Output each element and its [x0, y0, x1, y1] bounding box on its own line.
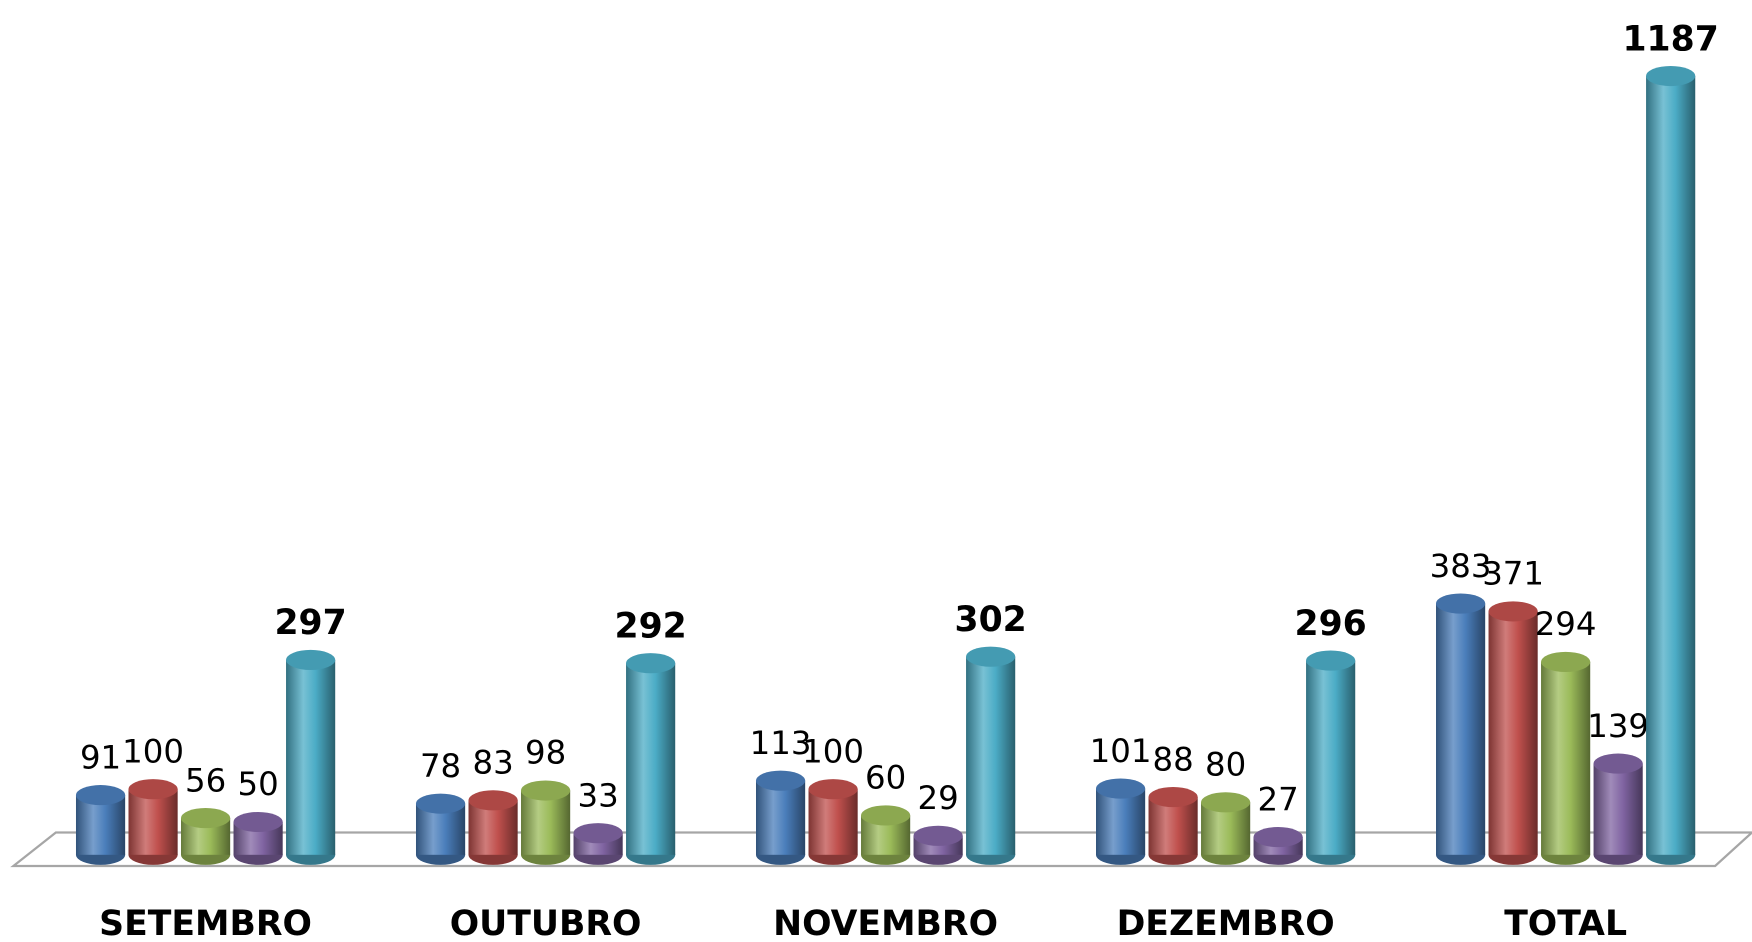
bar-top	[1306, 650, 1356, 671]
data-label: 56	[185, 761, 226, 799]
bar-top	[1253, 827, 1303, 848]
bar-top	[1646, 65, 1696, 87]
data-label: 98	[525, 734, 566, 772]
bar	[1646, 76, 1696, 855]
bar-top	[1096, 778, 1146, 799]
bar-top	[1436, 593, 1486, 614]
bar	[1593, 763, 1643, 855]
data-label: 1187	[1622, 19, 1718, 59]
bar	[626, 663, 676, 855]
bar-top	[233, 811, 283, 833]
bar	[1306, 660, 1356, 855]
data-label: 139	[1587, 707, 1649, 745]
bar-top	[626, 653, 676, 674]
bar-top	[755, 770, 806, 791]
bar	[286, 659, 336, 855]
bar-top	[415, 793, 466, 814]
data-label: 60	[865, 759, 906, 797]
bar-top	[573, 823, 623, 844]
data-label: 33	[578, 776, 619, 814]
data-label: 88	[1152, 740, 1193, 778]
bar-top	[913, 825, 963, 846]
bar-top	[861, 805, 911, 826]
bar	[128, 789, 178, 855]
data-label: 100	[802, 732, 864, 770]
x-tick-label: NOVEMBRO	[773, 904, 998, 942]
data-label: 80	[1205, 746, 1246, 784]
data-label: 296	[1295, 604, 1367, 644]
bar-top	[1488, 601, 1538, 622]
bar-top	[286, 649, 336, 671]
x-tick-label: DEZEMBRO	[1117, 904, 1335, 942]
data-label: 297	[274, 603, 346, 643]
bar-top	[75, 785, 126, 806]
bar-top	[1541, 651, 1591, 672]
bar-top	[1593, 753, 1643, 774]
data-label: 78	[420, 747, 461, 785]
x-tick-label: TOTAL	[1504, 904, 1627, 942]
bar-top	[468, 790, 518, 811]
data-label: 101	[1090, 732, 1152, 770]
bar	[521, 790, 571, 855]
data-label: 292	[614, 606, 686, 646]
bar	[1436, 603, 1486, 855]
data-label: 83	[472, 744, 513, 782]
data-label: 113	[750, 724, 812, 762]
data-label: 50	[237, 765, 278, 803]
bar	[1541, 661, 1591, 855]
bar	[755, 780, 806, 855]
bar-top	[1201, 792, 1251, 813]
bar-top	[521, 780, 571, 801]
data-label: 302	[954, 600, 1026, 640]
x-tick-label: SETEMBRO	[99, 904, 312, 942]
data-label: 371	[1482, 555, 1544, 593]
bar-top	[808, 779, 858, 800]
data-label: 91	[80, 738, 121, 776]
data-label: 100	[122, 732, 184, 770]
bar-top	[1148, 787, 1198, 808]
bar-top	[128, 779, 178, 800]
bar-top	[181, 808, 231, 829]
bar	[966, 656, 1016, 855]
bar	[1488, 611, 1538, 855]
bar	[808, 789, 858, 855]
data-label: 294	[1535, 605, 1597, 643]
data-label: 383	[1430, 547, 1492, 585]
bar	[1096, 788, 1146, 855]
data-label: 29	[918, 779, 959, 817]
x-tick-label: OUTUBRO	[450, 904, 642, 942]
bar-top	[966, 646, 1016, 667]
data-label: 27	[1258, 780, 1299, 818]
